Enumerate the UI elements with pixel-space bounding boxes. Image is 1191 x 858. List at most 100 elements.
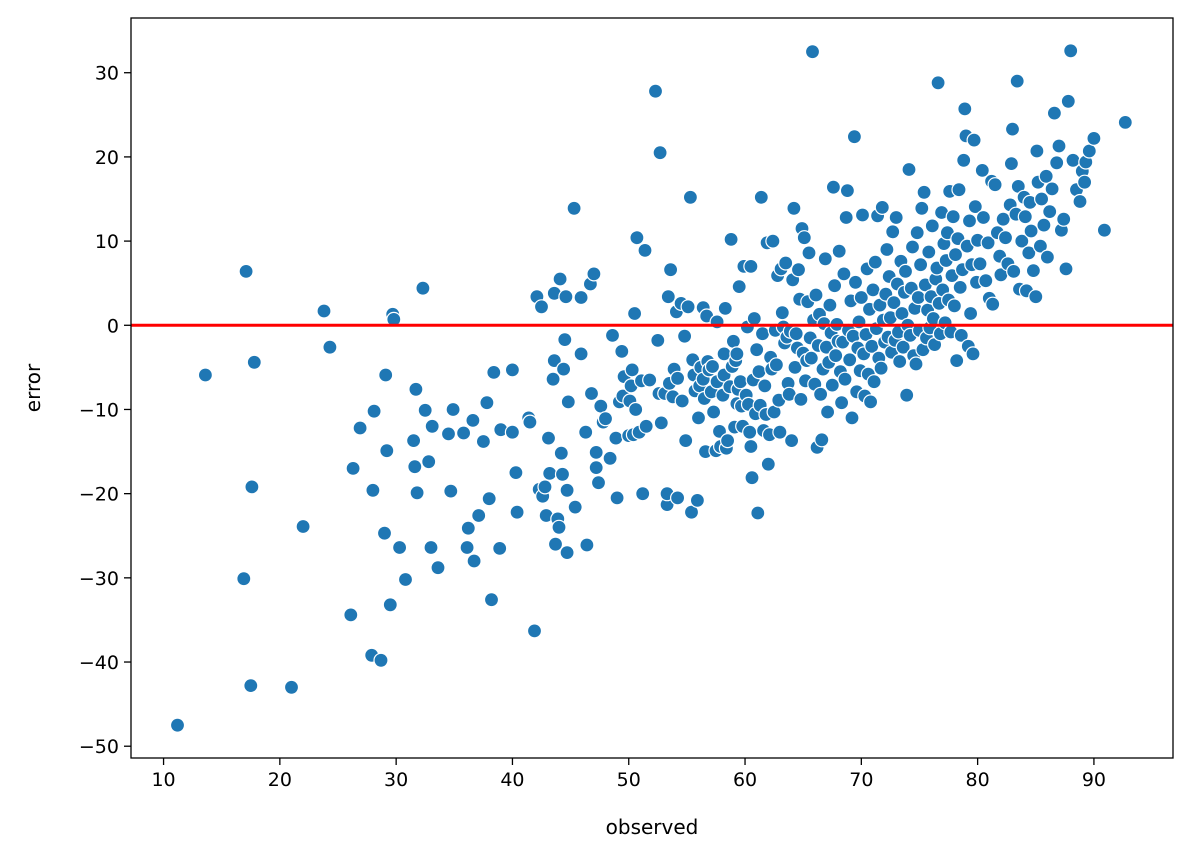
data-point-31 [417,402,433,418]
data-point-441 [1086,130,1102,146]
data-point-345 [924,218,940,234]
data-point-331 [908,356,924,372]
data-point-424 [1042,204,1058,220]
data-point-161 [709,314,725,330]
data-point-29 [409,485,425,501]
data-point-32 [421,454,437,470]
data-point-83 [567,499,583,515]
y-tick-label-8: 30 [95,63,119,85]
x-axis-ticks: 10 20 30 40 50 60 70 80 90 [151,758,1106,791]
data-point-245 [808,287,824,303]
data-point-4 [243,677,259,694]
data-point-44 [471,507,487,524]
data-point-111 [628,401,644,418]
data-point-45 [475,433,491,450]
data-point-267 [833,395,850,411]
data-point-350 [930,75,946,91]
data-point-138 [678,433,694,449]
data-point-3 [238,263,254,279]
data-point-89 [583,385,600,402]
data-point-25 [397,571,414,588]
y-tick-label-6: 10 [95,231,119,253]
data-point-115 [635,486,651,502]
data-point-430 [1056,211,1072,227]
data-point-204 [760,456,776,472]
data-point-173 [725,333,742,349]
data-point-255 [819,404,836,420]
data-point-133 [669,370,686,386]
data-point-380 [965,346,981,362]
data-point-433 [1063,43,1079,59]
data-point-30 [415,280,431,296]
data-point-271 [838,209,854,226]
data-point-49 [486,364,502,380]
data-point-261 [826,278,843,294]
data-point-0 [169,717,186,733]
data-point-189 [743,438,759,455]
data-point-58 [526,623,543,639]
data-point-53 [504,424,521,440]
data-point-6 [246,354,262,370]
data-point-123 [653,415,669,431]
data-point-77 [558,289,574,305]
data-point-368 [951,182,967,198]
data-point-141 [683,504,700,520]
data-point-239 [801,245,817,261]
data-point-278 [846,129,863,145]
data-point-415 [1025,263,1042,279]
data-point-94 [593,398,609,414]
data-point-333 [910,289,926,306]
data-point-190 [744,470,760,486]
data-point-28 [408,381,424,397]
data-point-137 [676,328,693,344]
data-point-187 [742,424,758,440]
data-point-33 [424,418,440,434]
data-point-100 [609,490,625,506]
data-point-216 [774,305,790,321]
data-point-198 [753,189,769,205]
data-point-10 [322,339,338,355]
data-point-8 [295,518,311,535]
data-point-250 [814,432,830,448]
data-point-57 [522,414,538,430]
data-point-370 [953,327,969,343]
data-point-43 [466,553,482,569]
y-tick-label-0: −50 [79,736,119,758]
data-point-372 [956,152,972,168]
data-point-311 [885,224,901,240]
data-point-42 [465,412,481,428]
data-point-86 [578,424,594,440]
data-point-72 [551,519,567,535]
data-point-12 [345,460,361,476]
points-layer [169,43,1133,733]
x-tick-label-5: 60 [733,769,757,791]
data-point-129 [662,262,679,278]
data-point-387 [975,209,992,226]
data-point-230 [790,262,807,278]
data-point-40 [460,520,476,536]
data-point-208 [765,233,781,249]
data-point-405 [1009,73,1025,89]
y-tick-label-5: 0 [107,315,119,337]
data-point-284 [853,289,869,306]
data-point-338 [916,184,932,200]
x-tick-label-3: 40 [500,769,524,791]
data-point-158 [705,404,722,420]
data-point-17 [373,652,389,668]
data-point-21 [382,597,398,613]
data-point-157 [704,358,721,375]
data-point-39 [456,425,472,441]
data-point-292 [862,394,879,410]
data-point-408 [1014,233,1030,249]
data-point-342 [921,244,937,260]
data-point-145 [689,492,706,508]
data-point-74 [553,445,569,461]
data-point-365 [947,247,964,263]
data-point-119 [647,83,664,99]
data-point-377 [961,213,978,229]
x-tick-label-1: 20 [268,769,292,791]
data-point-18 [376,525,393,541]
data-point-36 [440,426,457,442]
x-tick-label-6: 70 [849,769,873,791]
data-point-41 [459,539,475,556]
